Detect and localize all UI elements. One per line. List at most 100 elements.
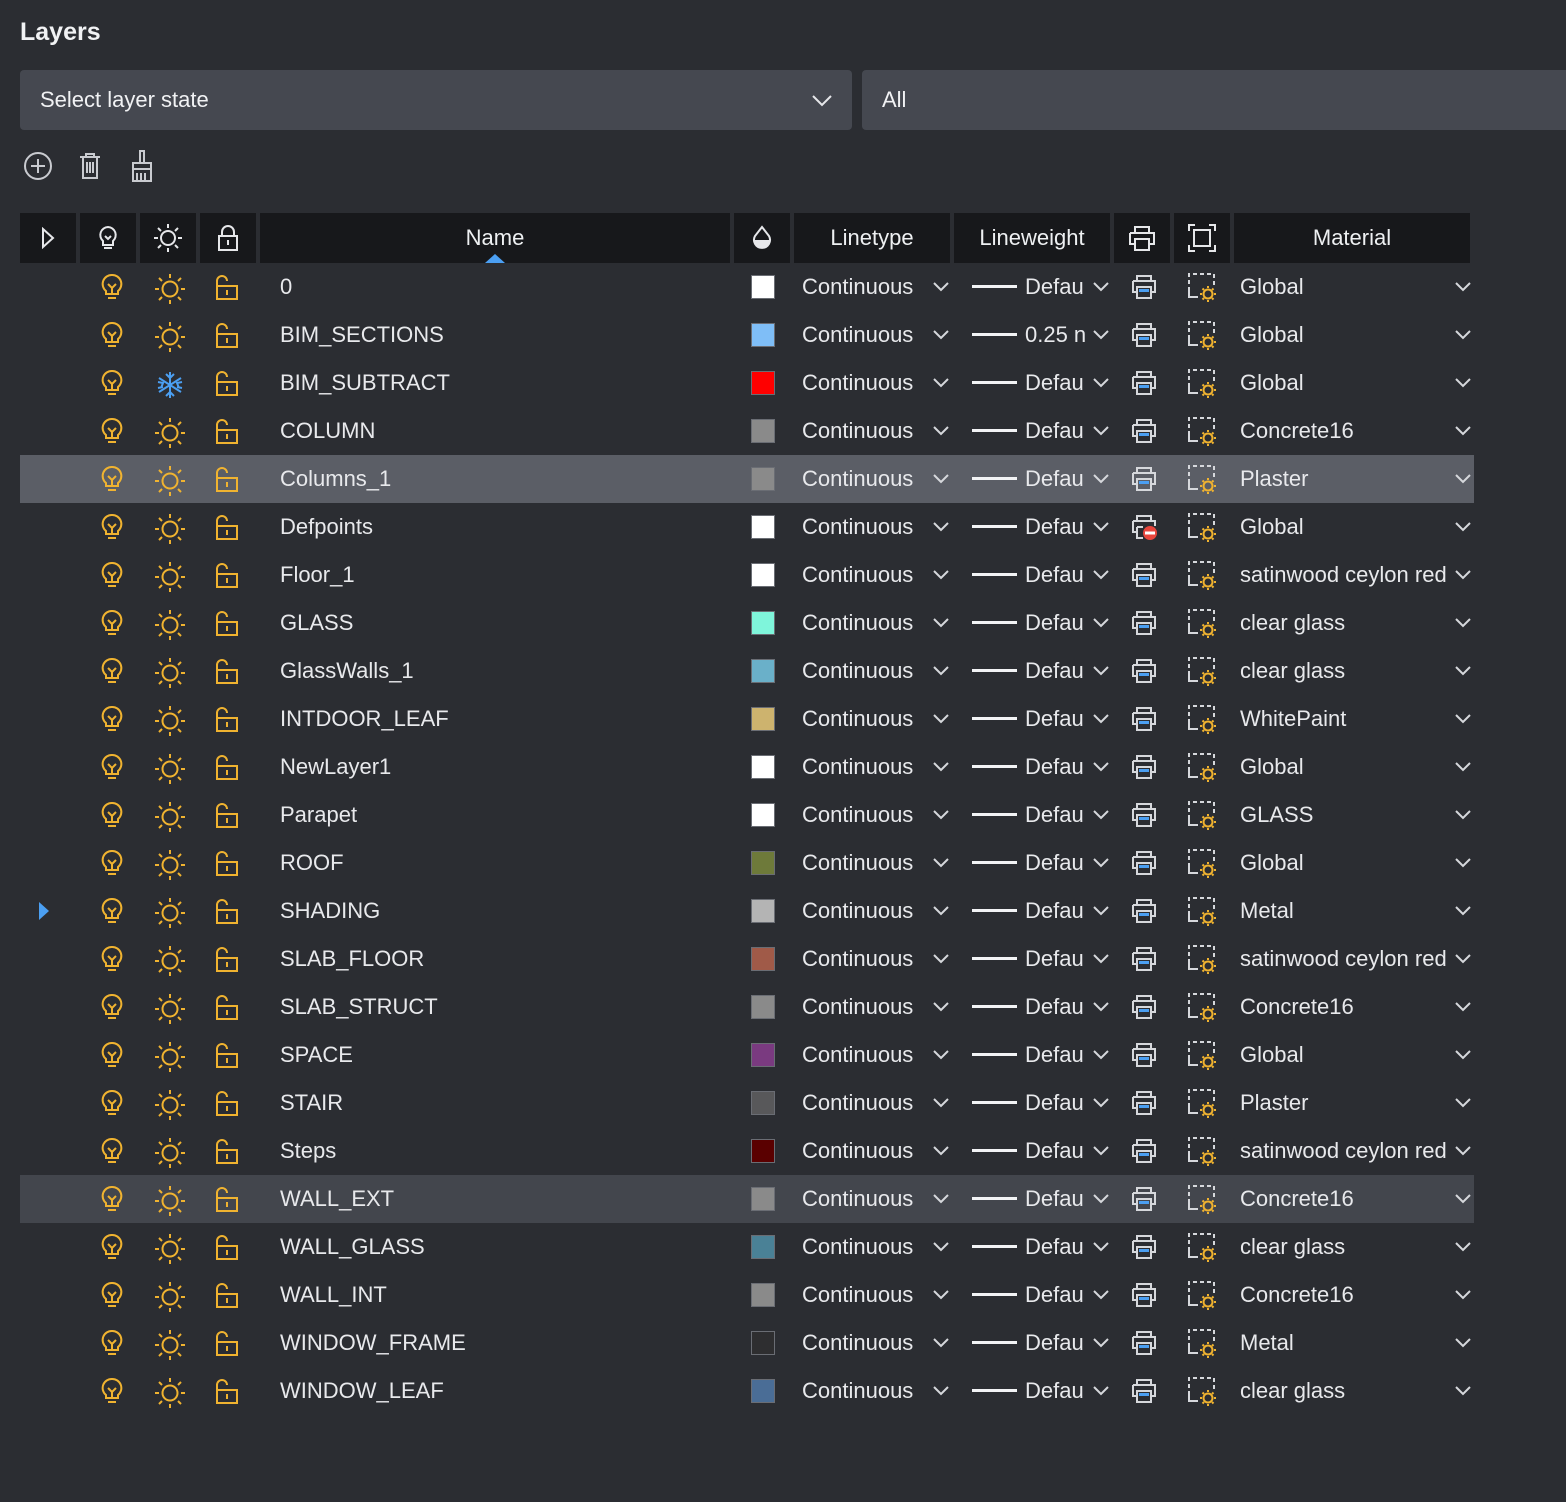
sun-icon[interactable] [154, 657, 186, 689]
layer-name[interactable]: COLUMN [280, 418, 376, 443]
chevron-down-icon[interactable] [1092, 1141, 1110, 1159]
unlock-icon[interactable] [214, 995, 240, 1021]
printer-icon[interactable] [1130, 273, 1158, 301]
chevron-down-icon[interactable] [932, 1333, 950, 1351]
lineweight-value[interactable]: Defau [1025, 1282, 1084, 1307]
expand-icon[interactable] [34, 901, 54, 921]
chevron-down-icon[interactable] [1454, 1381, 1472, 1399]
color-swatch[interactable] [751, 755, 775, 779]
linetype-value[interactable]: Continuous [802, 1282, 914, 1307]
material-value[interactable]: satinwood ceylon red [1240, 1138, 1447, 1163]
layer-row[interactable]: INTDOOR_LEAF Continuous Defau WhitePaint [20, 695, 1474, 743]
linetype-value[interactable]: Continuous [802, 850, 914, 875]
color-swatch[interactable] [751, 323, 775, 347]
unlock-icon[interactable] [214, 563, 240, 589]
material-value[interactable]: Global [1240, 1042, 1304, 1067]
layer-row[interactable]: WALL_INT Continuous Defau Concrete16 [20, 1271, 1474, 1319]
layer-row[interactable]: 0 Continuous Defau Global [20, 263, 1474, 311]
material-value[interactable]: Global [1240, 850, 1304, 875]
unlock-icon[interactable] [214, 371, 240, 397]
linetype-value[interactable]: Continuous [802, 1378, 914, 1403]
material-value[interactable]: Concrete16 [1240, 1282, 1354, 1307]
chevron-down-icon[interactable] [1092, 469, 1110, 487]
viewport-visibility-icon[interactable] [1186, 271, 1218, 303]
chevron-down-icon[interactable] [1454, 469, 1472, 487]
lightbulb-icon[interactable] [98, 609, 126, 637]
linetype-value[interactable]: Continuous [802, 418, 914, 443]
printer-icon[interactable] [1130, 849, 1158, 877]
lineweight-value[interactable]: Defau [1025, 754, 1084, 779]
viewport-visibility-icon[interactable] [1186, 511, 1218, 543]
layer-row[interactable]: WINDOW_LEAF Continuous Defau clear glass [20, 1367, 1474, 1415]
printer-icon[interactable] [1130, 609, 1158, 637]
layer-state-dropdown[interactable]: Select layer state [20, 70, 852, 130]
sun-icon[interactable] [154, 1041, 186, 1073]
viewport-visibility-icon[interactable] [1186, 1039, 1218, 1071]
color-swatch[interactable] [751, 1187, 775, 1211]
color-swatch[interactable] [751, 707, 775, 731]
material-value[interactable]: WhitePaint [1240, 706, 1347, 731]
sun-icon[interactable] [154, 321, 186, 353]
printer-icon[interactable] [1130, 705, 1158, 733]
header-on[interactable] [80, 213, 136, 263]
unlock-icon[interactable] [214, 611, 240, 637]
lightbulb-icon[interactable] [98, 993, 126, 1021]
layer-name[interactable]: SLAB_STRUCT [280, 994, 438, 1019]
unlock-icon[interactable] [214, 323, 240, 349]
chevron-down-icon[interactable] [1092, 373, 1110, 391]
layer-row[interactable]: SLAB_STRUCT Continuous Defau Concrete16 [20, 983, 1474, 1031]
layer-row[interactable]: WINDOW_FRAME Continuous Defau Metal [20, 1319, 1474, 1367]
lineweight-value[interactable]: Defau [1025, 1234, 1084, 1259]
chevron-down-icon[interactable] [932, 853, 950, 871]
layer-row[interactable]: BIM_SECTIONS Continuous 0.25 n Global [20, 311, 1474, 359]
color-swatch[interactable] [751, 563, 775, 587]
lineweight-value[interactable]: Defau [1025, 466, 1084, 491]
color-swatch[interactable] [751, 419, 775, 443]
lightbulb-icon[interactable] [98, 1089, 126, 1117]
color-swatch[interactable] [751, 803, 775, 827]
material-value[interactable]: Concrete16 [1240, 418, 1354, 443]
layer-row[interactable]: Parapet Continuous Defau GLASS [20, 791, 1474, 839]
printer-icon[interactable] [1130, 897, 1158, 925]
material-value[interactable]: Global [1240, 322, 1304, 347]
viewport-visibility-icon[interactable] [1186, 1375, 1218, 1407]
lightbulb-icon[interactable] [98, 369, 126, 397]
color-swatch[interactable] [751, 515, 775, 539]
chevron-down-icon[interactable] [1092, 565, 1110, 583]
lineweight-value[interactable]: Defau [1025, 946, 1084, 971]
chevron-down-icon[interactable] [932, 901, 950, 919]
lineweight-value[interactable]: Defau [1025, 610, 1084, 635]
layer-name[interactable]: STAIR [280, 1090, 344, 1115]
header-viewport[interactable] [1174, 213, 1230, 263]
chevron-down-icon[interactable] [1454, 517, 1472, 535]
unlock-icon[interactable] [214, 803, 240, 829]
header-freeze[interactable] [140, 213, 196, 263]
lightbulb-icon[interactable] [98, 273, 126, 301]
sun-icon[interactable] [154, 801, 186, 833]
unlock-icon[interactable] [214, 1091, 240, 1117]
chevron-down-icon[interactable] [932, 997, 950, 1015]
sun-icon[interactable] [154, 753, 186, 785]
linetype-value[interactable]: Continuous [802, 946, 914, 971]
chevron-down-icon[interactable] [1092, 613, 1110, 631]
chevron-down-icon[interactable] [932, 805, 950, 823]
chevron-down-icon[interactable] [1454, 949, 1472, 967]
chevron-down-icon[interactable] [1092, 517, 1110, 535]
color-swatch[interactable] [751, 1091, 775, 1115]
lineweight-value[interactable]: Defau [1025, 994, 1084, 1019]
linetype-value[interactable]: Continuous [802, 1234, 914, 1259]
sun-icon[interactable] [154, 945, 186, 977]
material-value[interactable]: clear glass [1240, 610, 1346, 635]
layer-name[interactable]: Columns_1 [280, 466, 392, 491]
linetype-value[interactable]: Continuous [802, 466, 914, 491]
material-value[interactable]: Global [1240, 754, 1304, 779]
sun-icon[interactable] [154, 897, 186, 929]
printer-icon[interactable] [1130, 1041, 1158, 1069]
chevron-down-icon[interactable] [1454, 805, 1472, 823]
printer-icon[interactable] [1130, 1233, 1158, 1261]
material-value[interactable]: Concrete16 [1240, 994, 1354, 1019]
material-value[interactable]: Plaster [1240, 466, 1309, 491]
sun-icon[interactable] [154, 1233, 186, 1265]
sun-icon[interactable] [154, 1185, 186, 1217]
sun-icon[interactable] [154, 1089, 186, 1121]
